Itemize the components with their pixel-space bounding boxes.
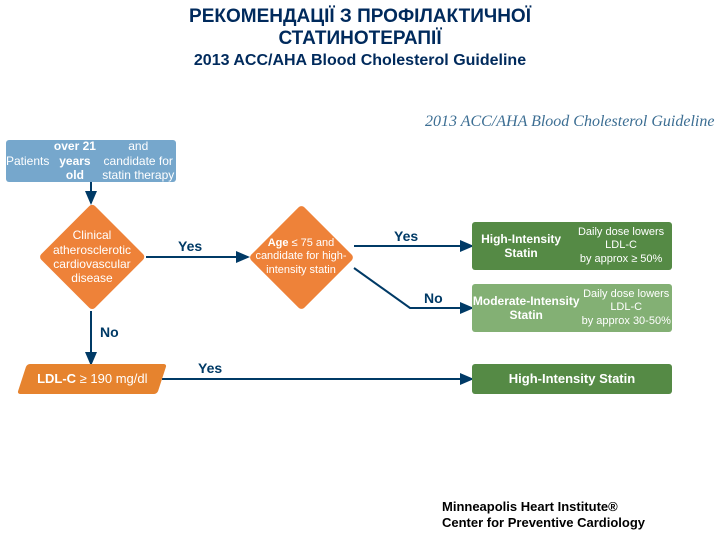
edge-label: No — [100, 324, 119, 340]
edge-label: No — [424, 290, 443, 306]
footer-credit: Minneapolis Heart Institute® Center for … — [442, 499, 645, 532]
node-high1: High-Intensity StatinDaily dose lowers L… — [472, 222, 672, 270]
edge-label: Yes — [178, 238, 202, 254]
node-moderate: Moderate-Intensity StatinDaily dose lowe… — [472, 284, 672, 332]
node-ldl: LDL-C ≥ 190 mg/dl — [17, 364, 167, 394]
footer-line1: Minneapolis Heart Institute® — [442, 499, 645, 515]
flowchart-canvas: Patients over 21 years old andcandidate … — [0, 6, 720, 540]
edge-label: Yes — [198, 360, 222, 376]
node-high2: High-Intensity Statin — [472, 364, 672, 394]
footer-line2: Center for Preventive Cardiology — [442, 515, 645, 531]
node-clinical: Clinicalatheroscleroticcardiovasculardis… — [38, 203, 146, 311]
edge-label: Yes — [394, 228, 418, 244]
node-start: Patients over 21 years old andcandidate … — [6, 140, 176, 182]
node-age75: Age ≤ 75 andcandidate for high-intensity… — [248, 204, 354, 310]
edge — [354, 268, 472, 308]
